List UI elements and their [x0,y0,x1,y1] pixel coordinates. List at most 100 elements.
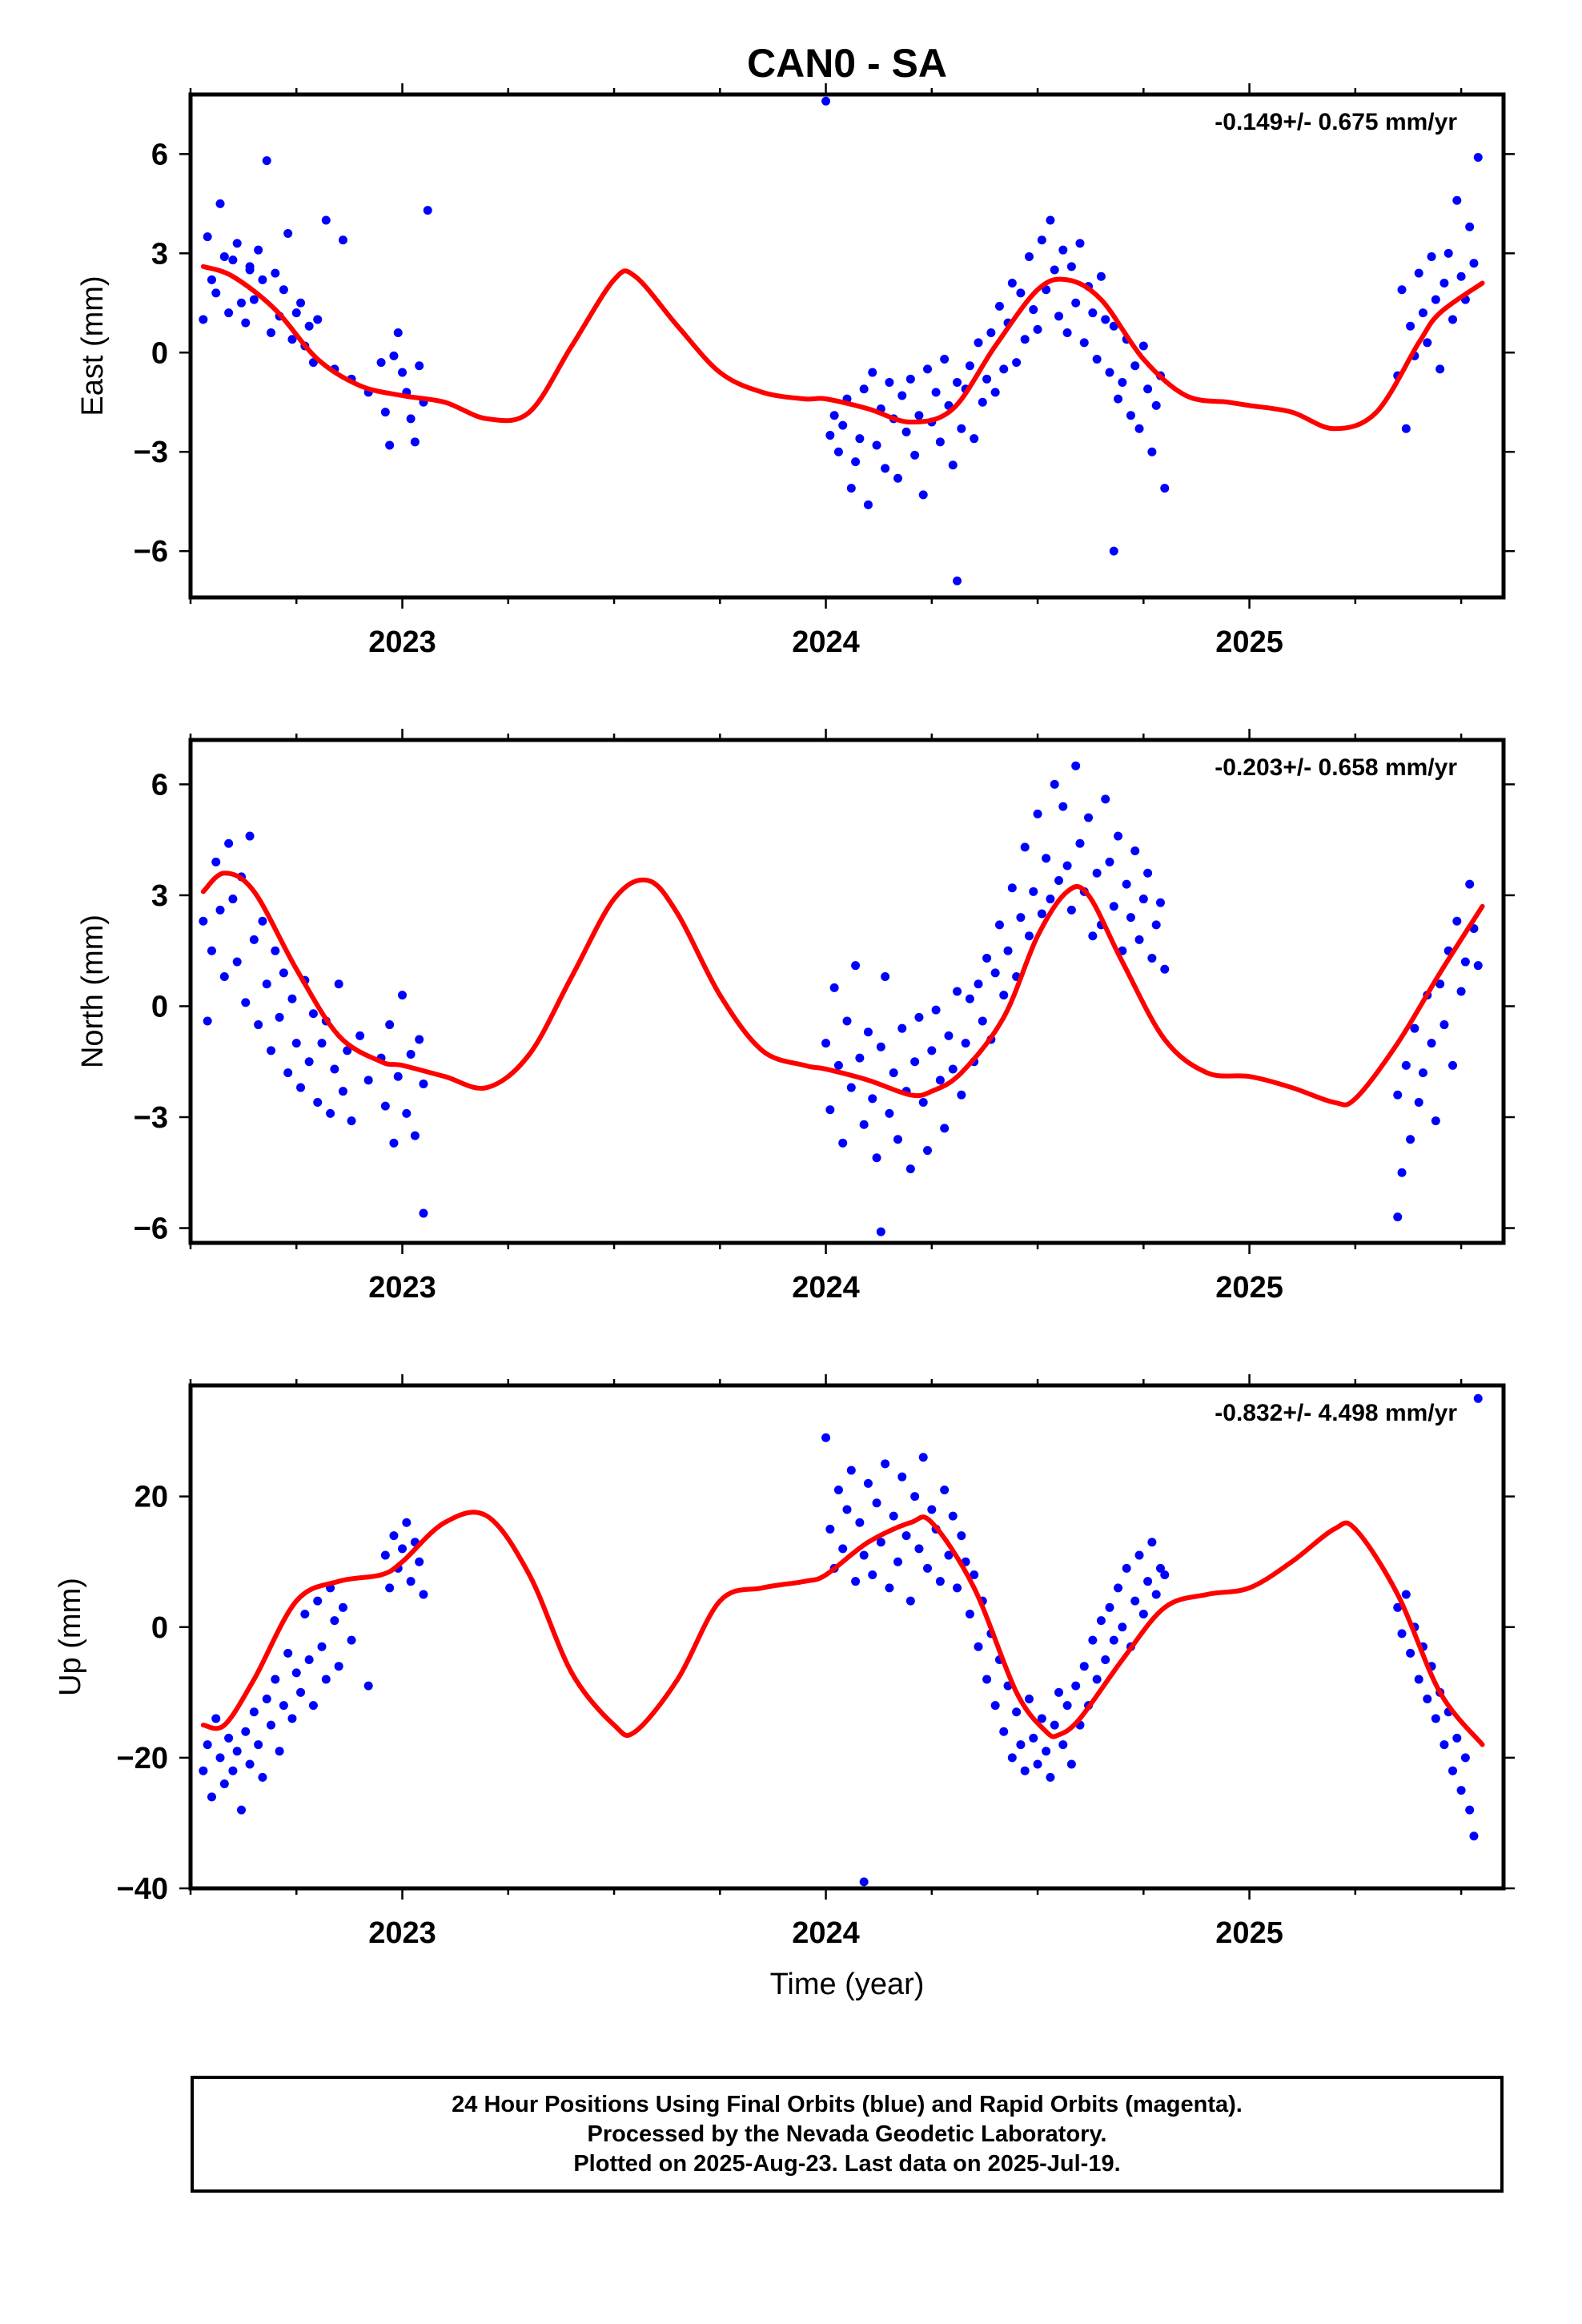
data-point [829,983,839,992]
data-point [863,1478,873,1488]
data-point [410,437,420,447]
data-point [1062,328,1072,337]
data-point [1066,262,1076,271]
data-point [1092,868,1102,878]
data-point [330,1616,339,1626]
data-point [1160,964,1170,974]
data-point [1050,265,1059,275]
data-point [393,1072,403,1081]
data-point [1062,861,1072,870]
data-point [931,1005,941,1015]
data-point [974,979,983,989]
data-point [1431,1116,1440,1126]
data-point [838,1138,848,1148]
data-point [219,972,229,982]
data-point [267,328,276,337]
data-point [1130,1596,1140,1606]
x-tick-label: 2025 [1215,1916,1283,1950]
data-point [232,239,242,248]
data-point [1071,1681,1081,1691]
y-axis-label: Up (mm) [54,1578,87,1696]
data-point [1448,1766,1458,1775]
data-point [1016,913,1026,923]
data-point [1397,285,1407,295]
data-point [1033,1759,1042,1769]
data-point [927,1505,937,1514]
data-point [821,1039,831,1048]
data-point [347,1116,356,1126]
data-point [876,1227,885,1236]
data-point [224,1733,234,1743]
data-point [1469,259,1479,268]
data-point [923,364,933,374]
data-point [1007,1753,1017,1763]
data-point [1474,0,1483,5]
data-point [279,968,288,978]
data-point [825,1105,835,1115]
data-point [851,457,861,467]
data-point [1012,1707,1022,1717]
data-point [343,1046,352,1055]
data-point [398,991,408,1000]
data-point [232,957,242,967]
data-point [821,96,831,106]
data-point [893,1135,902,1144]
data-point [291,308,301,318]
data-point [948,460,958,470]
data-point [1147,953,1157,963]
data-point [1058,245,1068,255]
data-point [1473,1393,1483,1403]
data-point [254,1740,263,1750]
data-point [321,1675,331,1684]
data-point [881,972,890,982]
data-point [1435,979,1445,989]
data-point [236,1805,246,1815]
data-point [1160,1570,1170,1580]
data-point [423,206,432,215]
data-point [1101,1655,1110,1665]
data-point [829,411,839,420]
data-point [389,1531,399,1541]
data-point [1418,308,1427,318]
data-point [410,1131,420,1140]
data-point [965,994,974,1003]
data-point [1046,895,1055,904]
data-point [1016,1740,1026,1750]
data-point [275,1012,284,1022]
data-point [1401,424,1411,433]
data-point [1418,1068,1427,1078]
data-point [211,288,221,298]
data-point [1037,909,1046,919]
data-point [1050,1720,1059,1730]
footer-box: 24 Hour Positions Using Final Orbits (bl… [191,2076,1504,2193]
data-point [982,1675,992,1684]
data-point [855,1518,865,1527]
data-point [283,1068,293,1078]
data-point [402,1108,412,1118]
data-point [347,1635,356,1645]
data-point [1007,883,1017,893]
data-point [1029,305,1038,315]
data-point [1439,1740,1449,1750]
data-point [1155,1563,1165,1573]
y-axis-label: North (mm) [76,915,110,1068]
data-point [961,1039,970,1048]
data-point [1393,1602,1403,1612]
y-tick-label: −3 [134,436,168,469]
data-point [1050,779,1059,789]
data-point [876,1042,885,1051]
data-point [1003,946,1013,955]
data-point [258,275,267,284]
data-point [833,1060,843,1070]
data-point [1393,1212,1403,1222]
data-point [940,1124,950,1133]
data-point [1406,1135,1415,1144]
data-point [271,1675,280,1684]
data-point [1042,1747,1051,1756]
data-point [970,434,979,444]
data-point [398,368,408,377]
data-point [1160,484,1170,493]
data-point [1448,1060,1458,1070]
data-point [901,427,911,436]
